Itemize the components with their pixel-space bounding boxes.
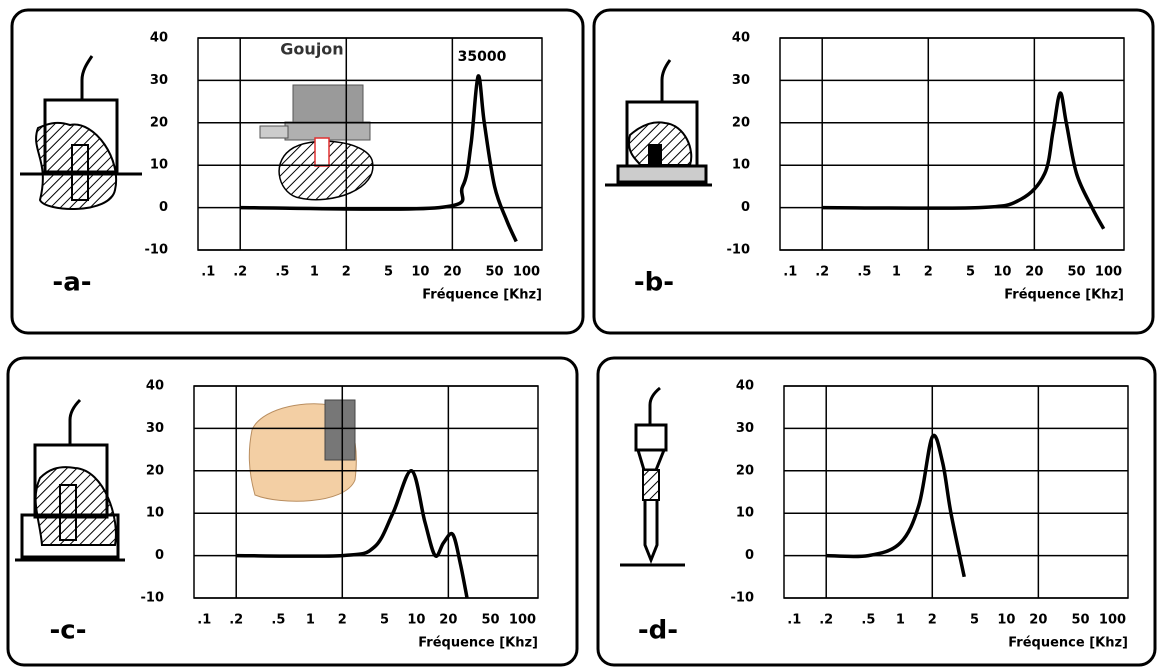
x-tick-label: 100 <box>513 265 540 280</box>
x-tick-label: 1 <box>306 613 315 628</box>
panel-label: -b- <box>634 268 674 298</box>
x-tick-label: .5 <box>271 613 285 628</box>
x-tick-label: 1 <box>310 265 319 280</box>
sensor-a <box>20 55 142 210</box>
sensor-b <box>605 59 712 187</box>
panel-label: -a- <box>52 268 91 298</box>
chart: -10 0 10 20 30 40 .1 .2 .5 1 2 5 10 20 50 100 Fréquence … <box>50 379 539 651</box>
panel-label: -c- <box>50 616 87 646</box>
x-tick-label: 50 <box>486 265 504 280</box>
x-tick-label: .1 <box>783 265 797 280</box>
y-tick-label: 0 <box>745 548 754 563</box>
y-tick-label: 30 <box>736 421 754 436</box>
y-tick-label: -10 <box>731 591 755 606</box>
y-tick-label: 10 <box>732 158 750 173</box>
y-tick-label: -10 <box>141 591 165 606</box>
y-tick-label: -10 <box>727 243 751 258</box>
plot-frame <box>779 37 1125 251</box>
x-axis-label: Fréquence [Khz] <box>1008 636 1128 651</box>
sensor-d <box>620 386 685 567</box>
x-tick-label: 20 <box>1029 613 1047 628</box>
y-tick-label: 30 <box>150 73 168 88</box>
y-tick-label: 0 <box>155 548 164 563</box>
goujon-photo <box>259 84 374 201</box>
x-tick-label: 50 <box>1072 613 1090 628</box>
y-tick-label: 0 <box>159 200 168 215</box>
panel-label: -d- <box>638 616 678 646</box>
plot-frame <box>783 385 1129 599</box>
y-tick-label: 20 <box>732 115 750 130</box>
plot-frame <box>197 37 543 251</box>
x-tick-label: 5 <box>966 265 975 280</box>
x-tick-label: 5 <box>384 265 393 280</box>
x-tick-label: .5 <box>861 613 875 628</box>
panel-frame <box>10 8 585 335</box>
plot-frame <box>193 385 539 599</box>
y-tick-label: 30 <box>732 73 750 88</box>
x-tick-label: 2 <box>342 265 351 280</box>
annotation: 35000 <box>458 49 507 65</box>
curve <box>826 433 966 578</box>
y-tick-label: 20 <box>150 115 168 130</box>
panel-frame <box>6 356 579 667</box>
y-tick-label: 20 <box>146 463 164 478</box>
y-tick-label: 40 <box>732 31 750 46</box>
x-tick-label: .2 <box>819 613 833 628</box>
frames <box>6 8 1157 667</box>
hand-photo <box>248 399 357 502</box>
x-tick-label: 50 <box>1068 265 1086 280</box>
x-tick-label: .2 <box>229 613 243 628</box>
y-tick-label: 10 <box>150 158 168 173</box>
chart: -10 0 10 20 30 40 .1 .2 .5 1 2 5 10 20 50 100 Fréquence … <box>638 379 1129 651</box>
chart: -10 0 10 20 30 40 .1 .2 .5 1 2 5 10 20 50 100 Fréquence … <box>52 31 543 303</box>
x-tick-label: .1 <box>787 613 801 628</box>
x-tick-label: .5 <box>857 265 871 280</box>
y-tick-label: 10 <box>146 506 164 521</box>
x-tick-label: 20 <box>1025 265 1043 280</box>
x-tick-label: 100 <box>1095 265 1122 280</box>
y-tick-label: 40 <box>150 31 168 46</box>
y-tick-label: 10 <box>736 506 754 521</box>
curve <box>822 91 1106 230</box>
chart: -10 0 10 20 30 40 .1 .2 .5 1 2 5 10 20 50 100 Fréquence … <box>634 31 1125 303</box>
x-tick-label: 20 <box>439 613 457 628</box>
y-tick-label: -10 <box>145 243 169 258</box>
y-tick-label: 30 <box>146 421 164 436</box>
x-tick-label: 1 <box>892 265 901 280</box>
panel-frame <box>596 356 1157 667</box>
x-tick-label: .1 <box>197 613 211 628</box>
x-tick-label: 100 <box>1099 613 1126 628</box>
curve <box>236 469 469 599</box>
y-tick-label: 0 <box>741 200 750 215</box>
x-tick-label: .1 <box>201 265 215 280</box>
x-tick-label: 50 <box>482 613 500 628</box>
x-tick-label: .2 <box>815 265 829 280</box>
x-axis-label: Fréquence [Khz] <box>422 288 542 303</box>
panel-frame <box>592 8 1155 335</box>
x-tick-label: 20 <box>443 265 461 280</box>
x-tick-label: 10 <box>997 613 1015 628</box>
x-tick-label: 5 <box>970 613 979 628</box>
y-tick-label: 40 <box>736 379 754 394</box>
y-tick-label: 40 <box>146 379 164 394</box>
y-tick-label: 20 <box>736 463 754 478</box>
x-axis-label: Fréquence [Khz] <box>1004 288 1124 303</box>
x-tick-label: 10 <box>993 265 1011 280</box>
sensor-c <box>15 398 125 562</box>
x-tick-label: 10 <box>407 613 425 628</box>
x-tick-label: 10 <box>411 265 429 280</box>
x-tick-label: 2 <box>928 613 937 628</box>
x-tick-label: 100 <box>509 613 536 628</box>
curve <box>240 74 518 243</box>
x-tick-label: 2 <box>924 265 933 280</box>
x-tick-label: 2 <box>338 613 347 628</box>
x-tick-label: .5 <box>275 265 289 280</box>
x-axis-label: Fréquence [Khz] <box>418 636 538 651</box>
x-tick-label: 1 <box>896 613 905 628</box>
x-tick-label: 5 <box>380 613 389 628</box>
x-tick-label: .2 <box>233 265 247 280</box>
annotation: Goujon <box>280 40 343 59</box>
